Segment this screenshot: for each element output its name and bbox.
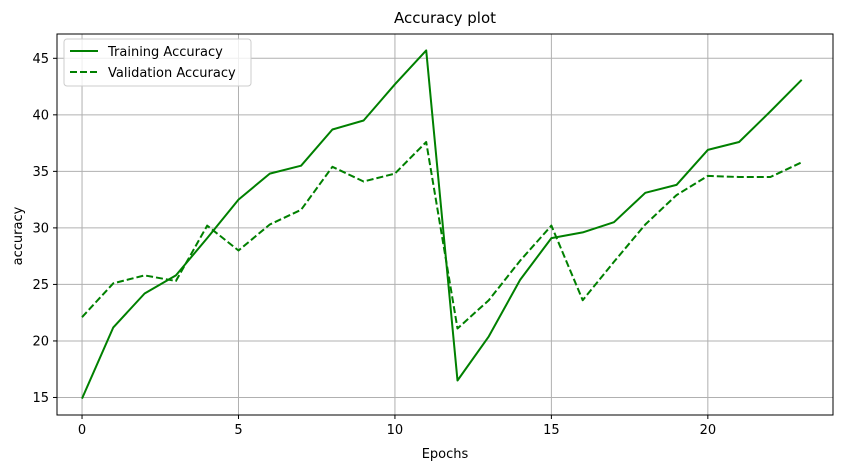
x-tick-label: 5 — [234, 423, 242, 438]
legend: Training Accuracy Validation Accuracy — [63, 38, 252, 87]
series-line-training — [81, 49, 803, 400]
series-lines — [81, 49, 803, 400]
y-tick-label: 15 — [32, 391, 49, 406]
axis-ticks: 0 5 10 15 20 15 20 25 30 35 40 45 — [32, 52, 716, 438]
series-line-validation — [81, 141, 803, 330]
x-tick-label: 10 — [387, 423, 404, 438]
x-tick-label: 0 — [78, 423, 86, 438]
y-axis-label: accuracy — [11, 206, 26, 265]
legend-box — [63, 38, 252, 87]
y-tick-label: 25 — [32, 278, 49, 293]
x-axis-label: Epochs — [422, 447, 469, 462]
grid-lines — [57, 34, 833, 415]
chart-title: Accuracy plot — [394, 9, 496, 27]
y-tick-label: 30 — [32, 221, 49, 236]
y-tick-label: 45 — [32, 52, 49, 67]
legend-label: Training Accuracy — [107, 45, 223, 60]
plot-area-frame — [56, 33, 834, 416]
x-tick-label: 15 — [543, 423, 560, 438]
y-tick-label: 35 — [32, 165, 49, 180]
legend-label: Validation Accuracy — [108, 66, 236, 81]
y-tick-label: 40 — [32, 108, 49, 123]
x-tick-label: 20 — [700, 423, 717, 438]
y-tick-label: 20 — [32, 334, 49, 349]
